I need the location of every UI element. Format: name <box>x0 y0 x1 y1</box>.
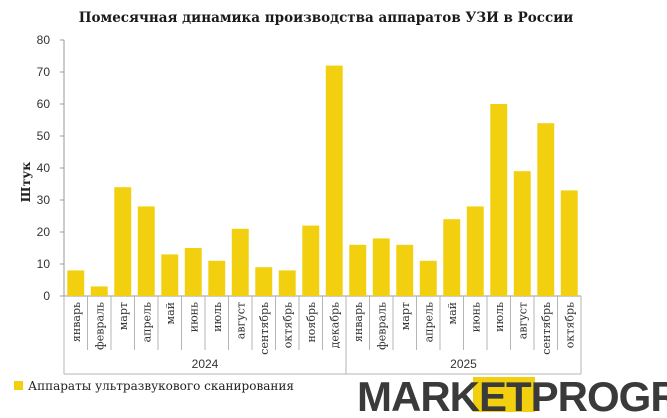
legend-label: Аппараты ультразвукового сканирования <box>28 379 294 393</box>
y-tick-label: 70 <box>37 65 51 79</box>
logo-market: MARKET <box>357 373 532 418</box>
x-tick-label: июнь <box>469 302 482 332</box>
x-tick-label: июль <box>211 302 224 332</box>
bar <box>466 206 484 296</box>
legend-swatch <box>14 381 23 390</box>
logo-text: MARKETPROGROUP <box>357 373 667 418</box>
bar <box>349 244 367 296</box>
bar <box>396 244 414 296</box>
logo-pro-box <box>473 377 535 412</box>
x-tick-label: апрель <box>422 302 435 342</box>
bar <box>161 254 179 296</box>
bar <box>255 267 273 296</box>
x-tick-label: февраль <box>375 302 388 350</box>
bars <box>67 65 578 296</box>
logo-group: GROUP <box>619 373 667 418</box>
x-tick-label: февраль <box>93 302 106 350</box>
bar <box>90 286 108 296</box>
y-tick-label: 10 <box>37 257 51 271</box>
bar <box>372 238 390 296</box>
x-tick-label: апрель <box>140 302 153 342</box>
x-tick-label: октябрь <box>563 302 576 348</box>
x-tick-label: август <box>516 302 529 339</box>
x-tick-label: июнь <box>187 302 200 332</box>
x-tick-label: декабрь <box>328 302 341 348</box>
x-tick-label: октябрь <box>281 302 294 348</box>
y-axis-label: Штук <box>18 162 33 203</box>
x-tick-label: ноябрь <box>305 302 318 343</box>
logo-pro: PRO <box>531 373 619 418</box>
y-tick-label: 30 <box>37 193 51 207</box>
y-tick-label: 50 <box>37 129 51 143</box>
y-tick-label: 40 <box>37 161 51 175</box>
bar <box>325 65 343 296</box>
x-tick-label: март <box>117 302 130 330</box>
year-label: 2025 <box>450 357 477 371</box>
x-tick-label: июль <box>493 302 506 332</box>
bar <box>560 190 578 296</box>
bar <box>443 219 461 296</box>
bar <box>419 260 437 296</box>
bar <box>67 270 85 296</box>
bar <box>208 260 226 296</box>
y-tick-label: 20 <box>37 225 51 239</box>
x-tick-label: сентябрь <box>258 302 271 355</box>
legend: Аппараты ультразвукового сканирования <box>14 379 294 393</box>
x-tick-label: январь <box>70 302 83 342</box>
bar <box>137 206 155 296</box>
x-tick-labels: январь февраль март апрель май июнь июль август… <box>63 296 582 355</box>
x-tick-label: август <box>234 302 247 339</box>
x-tick-label: январь <box>352 302 365 342</box>
x-tick-label: март <box>399 302 412 330</box>
x-tick-label: сентябрь <box>540 302 553 355</box>
bar <box>513 171 531 296</box>
bar <box>184 248 202 296</box>
chart-title: Помесячная динамика производства аппарат… <box>79 10 574 26</box>
bar <box>537 123 555 296</box>
x-tick-label: май <box>446 302 459 324</box>
bar <box>302 225 320 296</box>
bar <box>278 270 296 296</box>
bar <box>114 187 132 296</box>
bar <box>490 104 508 296</box>
logo: MARKETPROGROUP <box>357 373 667 418</box>
axes: 0 10 20 30 40 50 60 70 80 <box>37 33 581 303</box>
year-label: 2024 <box>192 357 219 371</box>
y-tick-label: 0 <box>43 289 50 303</box>
bar <box>231 228 249 296</box>
x-tick-label: май <box>164 302 177 324</box>
year-groups: 2024 2025 <box>63 350 582 375</box>
y-tick-label: 80 <box>37 33 51 47</box>
y-tick-label: 60 <box>37 97 51 111</box>
